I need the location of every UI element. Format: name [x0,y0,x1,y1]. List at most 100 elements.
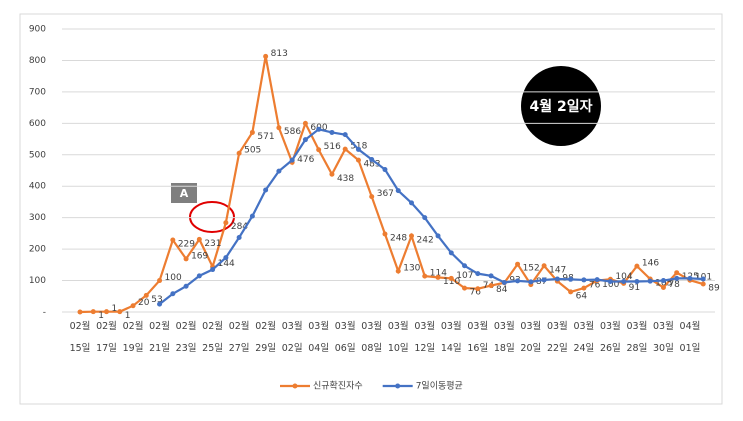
data-point [409,233,414,239]
data-point [462,285,468,291]
data-point [647,278,653,284]
date-badge [521,66,601,146]
data-label: 114 [430,269,447,279]
data-point [488,283,494,289]
data-point [157,301,163,307]
data-point [409,200,414,206]
data-label: 100 [602,280,619,290]
data-label: 571 [257,132,274,142]
data-label: 1 [112,304,118,314]
data-point [568,276,574,282]
data-point [170,237,176,243]
data-point [674,270,680,276]
data-point [395,268,401,274]
x-tick-label: 03월 22일 [546,321,568,354]
data-point [263,53,269,59]
data-point [674,275,680,281]
data-point [422,215,428,221]
data-point [117,309,123,315]
data-point [355,157,361,163]
data-label: 130 [403,264,420,274]
y-tick-label: 200 [29,245,46,255]
data-point [249,129,255,135]
data-label: 438 [337,174,354,184]
data-label: 20 [138,298,150,308]
data-point [302,137,308,143]
data-label: 91 [629,283,640,293]
data-point [342,146,348,152]
data-point [342,132,348,138]
data-point [660,278,666,284]
x-tick-label: 03월 08일 [361,321,383,354]
x-tick-label: 03월 30일 [653,321,674,354]
data-label: 144 [218,259,235,269]
data-label: 100 [165,273,182,283]
x-tick-label: 02월 23일 [175,321,197,354]
x-tick-label: 02월 17일 [96,321,117,354]
data-point [210,267,216,273]
data-point [183,256,189,262]
data-point [435,274,441,280]
data-point [329,171,335,177]
data-label: 152 [523,264,540,274]
x-tick-label: 03월 04일 [308,321,330,354]
data-point [568,289,574,295]
data-point [581,285,587,291]
x-tick-label: 03월 16일 [467,321,489,354]
data-point [660,284,666,290]
x-tick-label: 03월 14일 [440,321,462,354]
data-label: 476 [297,155,314,165]
data-point [130,303,136,309]
data-point [223,220,229,226]
legend-marker [395,383,401,389]
data-label: 813 [271,49,288,59]
x-tick-label: 02월 27일 [228,321,250,354]
data-point [541,277,547,283]
data-label: 146 [642,259,659,269]
data-point [700,276,706,282]
data-point [581,277,587,283]
data-label: 518 [350,142,367,152]
data-point [607,278,613,284]
data-point [249,213,255,219]
y-tick-label: 700 [29,87,46,97]
data-point [594,277,600,283]
data-point [183,283,189,289]
data-point [263,187,269,193]
data-point [276,125,282,131]
data-point [475,271,481,277]
x-tick-label: 04월 01일 [679,321,701,354]
data-point [554,276,560,282]
data-point [448,275,454,281]
data-point [276,168,282,174]
data-point [170,291,176,297]
data-label: 89 [708,284,720,294]
data-point [700,281,706,287]
data-label: 76 [589,281,601,291]
x-tick-label: 03월 24일 [573,321,595,354]
data-point [157,278,163,284]
data-point [236,150,242,156]
data-label: 147 [549,265,566,275]
data-point [223,255,229,261]
y-tick-label: 900 [29,25,46,35]
x-tick-label: 02월 15일 [69,321,91,354]
data-point [515,278,521,284]
x-tick-label: 03월 26일 [599,321,621,354]
x-tick-label: 03월 12일 [414,321,436,354]
data-label: 367 [377,189,394,199]
x-tick-label: 03월 18일 [493,321,515,354]
x-tick-label: 02월 21일 [149,321,170,354]
data-label: 483 [363,160,380,170]
data-label: 586 [284,127,301,137]
data-point [422,273,428,279]
x-tick-label: 03월 28일 [626,321,648,354]
y-tick-label: 300 [29,213,46,223]
data-point [196,236,202,242]
data-label: 505 [244,146,261,156]
data-point [77,309,83,315]
x-tick-label: 03월 06일 [334,321,356,354]
data-point [488,273,494,279]
data-point [462,263,468,269]
data-point [329,129,335,135]
